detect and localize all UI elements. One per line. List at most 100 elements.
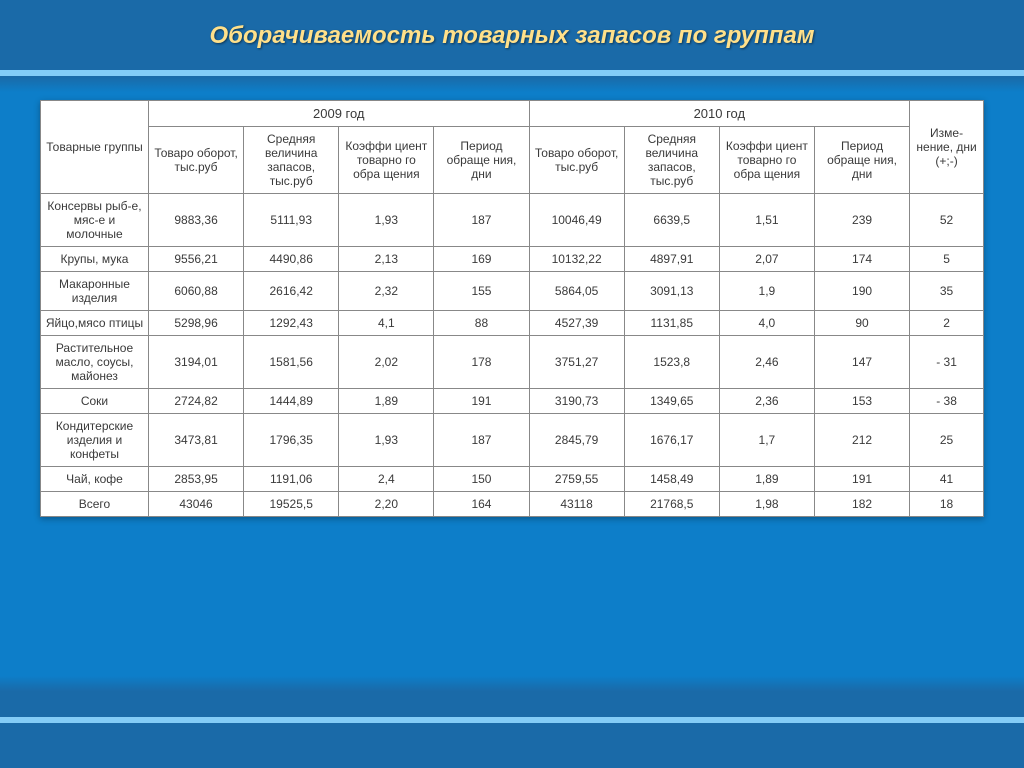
cell-y1-m1: 1444,89 <box>244 389 339 414</box>
cell-y1-m2: 2,13 <box>339 247 434 272</box>
table-row: Соки2724,821444,891,891913190,731349,652… <box>41 389 984 414</box>
cell-y1-m1: 19525,5 <box>244 492 339 517</box>
cell-y1-m2: 2,02 <box>339 336 434 389</box>
col-header-change: Изме-нение, дни (+;-) <box>910 101 984 194</box>
cell-y2-m2: 1,7 <box>719 414 814 467</box>
cell-y2-m3: 153 <box>814 389 909 414</box>
cell-y1-m0: 9883,36 <box>148 194 243 247</box>
table-row: Чай, кофе2853,951191,062,41502759,551458… <box>41 467 984 492</box>
cell-y2-m0: 4527,39 <box>529 311 624 336</box>
cell-group-name: Яйцо,мясо птицы <box>41 311 149 336</box>
cell-y1-m1: 4490,86 <box>244 247 339 272</box>
cell-y2-m3: 147 <box>814 336 909 389</box>
cell-y2-m0: 2845,79 <box>529 414 624 467</box>
table-row: Макаронные изделия6060,882616,422,321555… <box>41 272 984 311</box>
cell-y2-m2: 1,9 <box>719 272 814 311</box>
cell-y1-m0: 3473,81 <box>148 414 243 467</box>
col-header-y2-m0: Товаро оборот, тыс.руб <box>529 127 624 194</box>
cell-y2-m3: 239 <box>814 194 909 247</box>
cell-y1-m3: 155 <box>434 272 529 311</box>
col-header-y2-m1: Средняя величина запасов, тыс.руб <box>624 127 719 194</box>
cell-y1-m0: 3194,01 <box>148 336 243 389</box>
cell-y2-m3: 190 <box>814 272 909 311</box>
cell-y1-m3: 178 <box>434 336 529 389</box>
cell-y2-m3: 182 <box>814 492 909 517</box>
table-body: Консервы рыб-е, мяс-е и молочные9883,36 5… <box>41 194 984 517</box>
cell-change: - 31 <box>910 336 984 389</box>
col-header-year2: 2010 год <box>529 101 910 127</box>
cell-y2-m1: 3091,13 <box>624 272 719 311</box>
cell-y1-m2: 1,93 <box>339 194 434 247</box>
cell-y1-m0: 5298,96 <box>148 311 243 336</box>
decorative-band-bottom <box>0 717 1024 723</box>
col-header-y1-m3: Период обраще ния, дни <box>434 127 529 194</box>
turnover-table: Товарные группы 2009 год 2010 год Изме-н… <box>40 100 984 517</box>
cell-y2-m0: 3190,73 <box>529 389 624 414</box>
cell-y1-m0: 43046 <box>148 492 243 517</box>
cell-y2-m3: 174 <box>814 247 909 272</box>
cell-y2-m3: 191 <box>814 467 909 492</box>
cell-y2-m1: 6639,5 <box>624 194 719 247</box>
cell-group-name: Соки <box>41 389 149 414</box>
cell-y1-m3: 187 <box>434 194 529 247</box>
cell-change: 35 <box>910 272 984 311</box>
cell-y2-m2: 1,51 <box>719 194 814 247</box>
cell-y2-m1: 1131,85 <box>624 311 719 336</box>
cell-y1-m3: 88 <box>434 311 529 336</box>
cell-y1-m0: 2724,82 <box>148 389 243 414</box>
cell-y1-m3: 187 <box>434 414 529 467</box>
table-row: Растительное масло, соусы, майонез3194,0… <box>41 336 984 389</box>
cell-y1-m0: 2853,95 <box>148 467 243 492</box>
cell-change: 5 <box>910 247 984 272</box>
cell-y1-m2: 2,20 <box>339 492 434 517</box>
cell-group-name: Макаронные изделия <box>41 272 149 311</box>
cell-y2-m2: 2,46 <box>719 336 814 389</box>
cell-group-name: Крупы, мука <box>41 247 149 272</box>
cell-y1-m1: 2616,42 <box>244 272 339 311</box>
cell-y1-m1: 1796,35 <box>244 414 339 467</box>
cell-group-name: Консервы рыб-е, мяс-е и молочные <box>41 194 149 247</box>
cell-y2-m1: 1523,8 <box>624 336 719 389</box>
col-header-y1-m2: Коэффи циент товарно го обра щения <box>339 127 434 194</box>
cell-y1-m3: 150 <box>434 467 529 492</box>
cell-y2-m0: 3751,27 <box>529 336 624 389</box>
col-header-y2-m2: Коэффи циент товарно го обра щения <box>719 127 814 194</box>
col-header-y2-m3: Период обраще ния, дни <box>814 127 909 194</box>
slide-title: Оборачиваемость товарных запасов по груп… <box>0 22 1024 50</box>
cell-y2-m1: 1458,49 <box>624 467 719 492</box>
cell-y2-m3: 90 <box>814 311 909 336</box>
cell-y2-m1: 1676,17 <box>624 414 719 467</box>
cell-group-name: Растительное масло, соусы, майонез <box>41 336 149 389</box>
cell-y2-m2: 2,36 <box>719 389 814 414</box>
cell-group-name: Кондитерские изделия и конфеты <box>41 414 149 467</box>
cell-y2-m0: 10046,49 <box>529 194 624 247</box>
cell-y2-m2: 1,98 <box>719 492 814 517</box>
cell-y1-m2: 4,1 <box>339 311 434 336</box>
cell-change: 52 <box>910 194 984 247</box>
cell-y2-m1: 1349,65 <box>624 389 719 414</box>
cell-y2-m2: 1,89 <box>719 467 814 492</box>
cell-y2-m0: 43118 <box>529 492 624 517</box>
col-header-group: Товарные группы <box>41 101 149 194</box>
cell-y1-m1: 1581,56 <box>244 336 339 389</box>
cell-y1-m0: 6060,88 <box>148 272 243 311</box>
cell-y1-m2: 1,89 <box>339 389 434 414</box>
cell-y2-m2: 2,07 <box>719 247 814 272</box>
cell-group-name: Всего <box>41 492 149 517</box>
cell-y2-m2: 4,0 <box>719 311 814 336</box>
cell-y2-m0: 2759,55 <box>529 467 624 492</box>
table-row: Яйцо,мясо птицы5298,961292,434,1884527,3… <box>41 311 984 336</box>
table-row: Крупы, мука9556,214490,862,1316910132,22… <box>41 247 984 272</box>
cell-change: - 38 <box>910 389 984 414</box>
cell-change: 2 <box>910 311 984 336</box>
cell-y1-m0: 9556,21 <box>148 247 243 272</box>
cell-y1-m2: 2,32 <box>339 272 434 311</box>
table-row: Всего4304619525,52,201644311821768,51,98… <box>41 492 984 517</box>
cell-y1-m1: 1191,06 <box>244 467 339 492</box>
cell-y1-m2: 2,4 <box>339 467 434 492</box>
cell-y2-m0: 10132,22 <box>529 247 624 272</box>
table-row: Кондитерские изделия и конфеты3473,81179… <box>41 414 984 467</box>
cell-change: 41 <box>910 467 984 492</box>
data-table: Товарные группы 2009 год 2010 год Изме-н… <box>40 100 984 517</box>
cell-y1-m3: 191 <box>434 389 529 414</box>
